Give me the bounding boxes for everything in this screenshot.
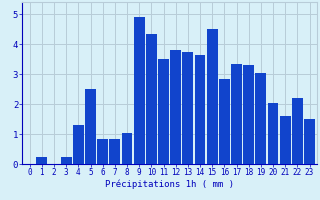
X-axis label: Précipitations 1h ( mm ): Précipitations 1h ( mm ): [105, 180, 234, 189]
Bar: [97, 139, 108, 164]
Bar: [219, 79, 230, 164]
Bar: [158, 59, 169, 164]
Bar: [36, 157, 47, 164]
Bar: [292, 98, 303, 164]
Bar: [61, 157, 72, 164]
Bar: [146, 33, 157, 164]
Bar: [280, 116, 291, 164]
Bar: [170, 50, 181, 164]
Bar: [182, 51, 193, 164]
Bar: [122, 133, 132, 164]
Bar: [231, 64, 242, 164]
Bar: [255, 73, 266, 164]
Bar: [134, 17, 145, 164]
Bar: [304, 119, 315, 164]
Bar: [243, 65, 254, 164]
Bar: [109, 139, 120, 164]
Bar: [207, 29, 218, 164]
Bar: [268, 103, 278, 164]
Bar: [85, 89, 96, 164]
Bar: [73, 125, 84, 164]
Bar: [195, 54, 205, 164]
